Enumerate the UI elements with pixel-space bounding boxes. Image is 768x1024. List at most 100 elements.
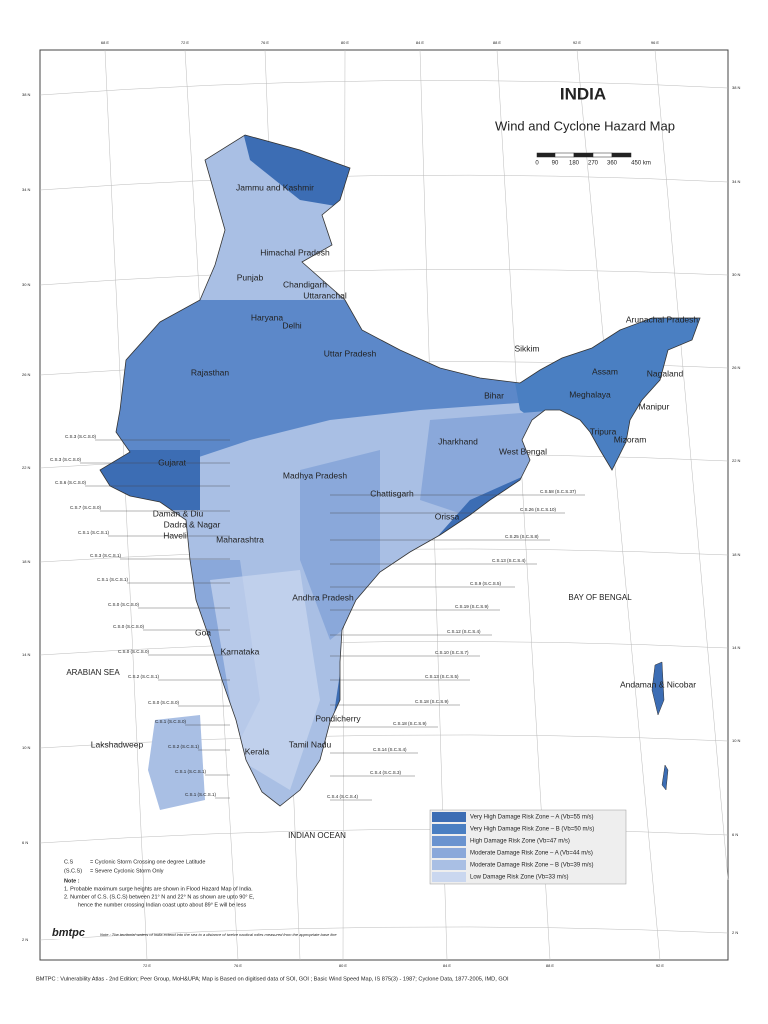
region-label: Meghalaya bbox=[569, 389, 611, 399]
scale-label: 0 bbox=[535, 161, 539, 167]
latitude-label: 10 N bbox=[732, 738, 741, 743]
latitude-label: 22 N bbox=[732, 458, 741, 463]
legend-box bbox=[429, 809, 627, 885]
legend-swatch bbox=[432, 812, 466, 822]
storm-count: C.S.58 (S.C.S.37) bbox=[540, 489, 577, 494]
region-label: Chandigarh bbox=[283, 279, 327, 289]
latitude-label: 34 N bbox=[732, 179, 741, 184]
latitude-label: 14 N bbox=[732, 645, 741, 650]
latitude-label: 6 N bbox=[732, 832, 738, 837]
latitude-label: 2 N bbox=[732, 930, 738, 935]
latitude-label: 6 N bbox=[22, 840, 28, 845]
longitude-label: 80 E bbox=[341, 40, 350, 45]
region-label: Nagaland bbox=[647, 368, 684, 378]
latitude-label: 26 N bbox=[22, 372, 31, 377]
map-title: INDIA bbox=[560, 84, 606, 103]
storm-count: C.S.0 (S.C.S.0) bbox=[113, 624, 145, 629]
storm-count: C.S.6 (S.C.S.0) bbox=[55, 480, 87, 485]
legend-swatch bbox=[432, 872, 466, 882]
region-label: Chattisgarh bbox=[370, 488, 414, 498]
longitude-label: 92 E bbox=[656, 963, 665, 968]
note: 1. Probable maximum surge heights are sh… bbox=[64, 886, 253, 892]
latitude-label: 10 N bbox=[22, 745, 31, 750]
storm-count: C.S.18 (S.C.S.9) bbox=[415, 699, 449, 704]
scale-label: 360 bbox=[607, 161, 618, 167]
scale-label: 270 bbox=[588, 161, 599, 167]
region-label: Karnataka bbox=[221, 646, 260, 656]
storm-count: C.S.2 (S.C.S.1) bbox=[168, 744, 200, 749]
scale-segment bbox=[592, 152, 613, 158]
storm-count: C.S.0 (S.C.S.0) bbox=[148, 700, 180, 705]
andaman-islands bbox=[651, 661, 669, 791]
legend-label: Moderate Damage Risk Zone – A (Vb=44 m/s… bbox=[470, 851, 593, 857]
legend-swatch bbox=[432, 848, 466, 858]
region-label: Pondicherry bbox=[315, 713, 361, 723]
region-label: Andaman & Nicobar bbox=[620, 679, 696, 689]
abbreviation-meaning: = Severe Cyclonic Storm Only bbox=[90, 868, 164, 874]
legend-swatch bbox=[432, 860, 466, 870]
region-label: Tripura bbox=[590, 426, 617, 436]
legend-label: Very High Damage Risk Zone – B (Vb=50 m/… bbox=[470, 827, 594, 833]
sea-label: BAY OF BENGAL bbox=[568, 593, 632, 602]
latitude-label: 30 N bbox=[732, 272, 741, 277]
region-label: Jammu and Kashmir bbox=[236, 182, 314, 192]
longitude-label: 88 E bbox=[493, 40, 502, 45]
storm-count: C.S.26 (S.C.S.10) bbox=[520, 507, 557, 512]
storm-count: C.S.7 (S.C.S.0) bbox=[70, 505, 102, 510]
sea-label: INDIAN OCEAN bbox=[288, 831, 346, 840]
region-label: Rajasthan bbox=[191, 367, 230, 377]
longitude-label: 76 E bbox=[261, 40, 270, 45]
storm-count: C.S.19 (S.C.S.9) bbox=[455, 604, 489, 609]
region-label: Assam bbox=[592, 366, 618, 376]
region-label: Uttaranchal bbox=[303, 290, 347, 300]
longitude-label: 84 E bbox=[443, 963, 452, 968]
region-label: Maharashtra bbox=[216, 534, 264, 544]
region-label: Kerala bbox=[245, 746, 270, 756]
note: hence the number crossing Indian coast u… bbox=[78, 902, 246, 908]
region-label: Bihar bbox=[484, 390, 504, 400]
storm-count: C.S.9 (S.C.S.5) bbox=[470, 581, 502, 586]
region-label: Madhya Pradesh bbox=[283, 470, 348, 480]
region-label: Punjab bbox=[237, 272, 264, 282]
region-label: Sikkim bbox=[514, 343, 539, 353]
logo: bmtpc bbox=[52, 927, 85, 939]
storm-count: C.S.1 (S.C.S.1) bbox=[185, 792, 217, 797]
legend-label: Very High Damage Risk Zone – A (Vb=55 m/… bbox=[470, 815, 594, 821]
latitude-label: 26 N bbox=[732, 365, 741, 370]
legend-label: Moderate Damage Risk Zone – B (Vb=39 m/s… bbox=[470, 863, 594, 869]
latitude-label: 18 N bbox=[732, 552, 741, 557]
longitude-label: 96 E bbox=[651, 40, 660, 45]
region-label: West Bengal bbox=[499, 446, 547, 456]
region-label: Gujarat bbox=[158, 457, 187, 467]
scale-segment bbox=[611, 152, 632, 158]
longitude-label: 92 E bbox=[573, 40, 582, 45]
storm-count: C.S.25 (S.C.S.8) bbox=[505, 534, 539, 539]
longitude-label: 76 E bbox=[234, 963, 243, 968]
abbreviation-meaning: = Cyclonic Storm Crossing one degree Lat… bbox=[90, 859, 205, 865]
abbreviation: (S.C.S) bbox=[64, 868, 82, 874]
storm-count: C.S.3 (S.C.S.1) bbox=[90, 553, 122, 558]
region-label: Daman & Diu bbox=[153, 508, 204, 518]
territorial-note: Note : The territorial waters of India e… bbox=[100, 932, 337, 937]
latitude-label: 2 N bbox=[22, 937, 28, 942]
region-label: Delhi bbox=[282, 320, 301, 330]
storm-count: C.S.13 (S.C.S.5) bbox=[425, 674, 459, 679]
scale-label: 180 bbox=[569, 161, 580, 167]
storm-count: C.S.4 (S.C.S.3) bbox=[370, 770, 402, 775]
storm-count: C.S.3 (S.C.S.0) bbox=[65, 434, 97, 439]
latitude-label: 22 N bbox=[22, 465, 31, 470]
region-label: Haryana bbox=[251, 312, 283, 322]
scale-segment bbox=[573, 152, 594, 158]
longitude-label: 72 E bbox=[143, 963, 152, 968]
scale-segment bbox=[554, 152, 575, 158]
legend-swatch bbox=[432, 824, 466, 834]
region-label: Manipur bbox=[639, 401, 670, 411]
latitude-label: 38 N bbox=[22, 92, 31, 97]
legend-label: Low Damage Risk Zone (Vb=33 m/s) bbox=[470, 875, 569, 881]
lakshadweep-zone bbox=[148, 715, 205, 810]
abbreviation: C.S bbox=[64, 859, 74, 865]
legend-swatch bbox=[432, 836, 466, 846]
region-label: Lakshadweep bbox=[91, 739, 144, 749]
sea-label: ARABIAN SEA bbox=[66, 668, 120, 677]
